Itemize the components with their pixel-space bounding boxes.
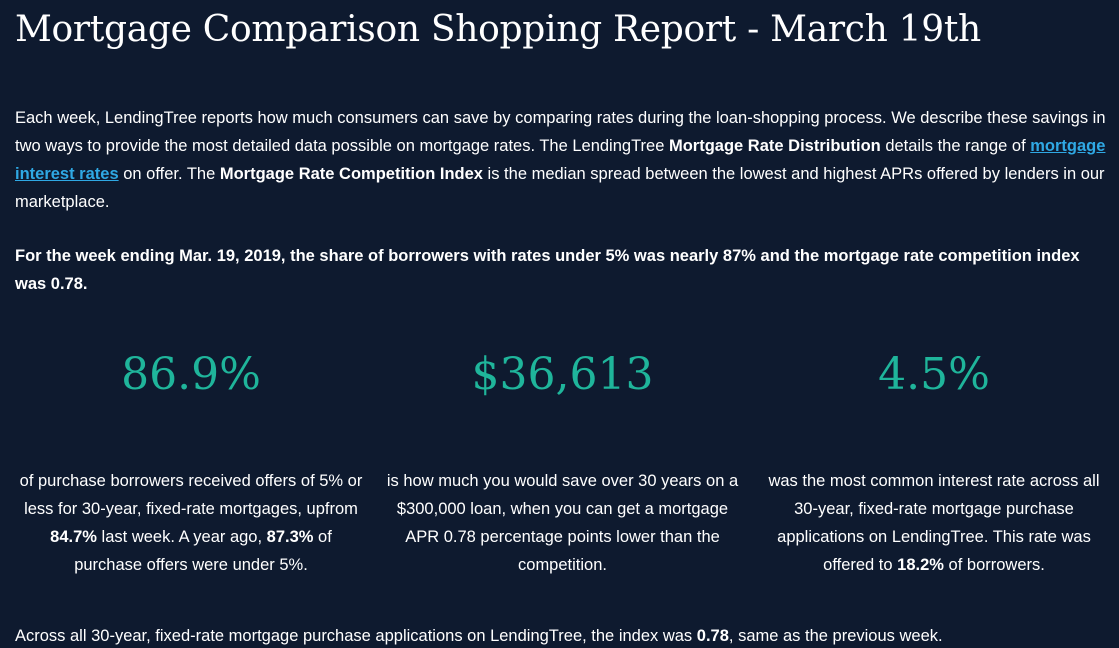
stat-desc-bold: 84.7%	[50, 528, 97, 546]
stat-desc-text: of purchase offers were under 5%.	[74, 528, 332, 574]
mortgage-interest-rates-link[interactable]: mortgage interest rates	[15, 137, 1106, 183]
stat-desc-text: last week. A year ago,	[96, 528, 267, 546]
index-value: 0.78	[696, 627, 729, 645]
stat-share-under-5: 86.9% of purchase borrowers received off…	[15, 345, 367, 579]
stat-value: 4.5%	[878, 349, 990, 400]
intro-text-2: details the range of	[880, 137, 1031, 155]
intro-bold-index: Mortgage Rate Competition Index	[219, 165, 483, 183]
stat-desc-bold: 18.2%	[897, 556, 944, 574]
stats-row: 86.9% of purchase borrowers received off…	[15, 345, 1110, 579]
stat-desc-text: of purchase borrowers received offers of…	[19, 472, 363, 518]
intro-bold-distribution: Mortgage Rate Distribution	[668, 137, 881, 155]
stat-value: $36,613	[471, 349, 654, 400]
stat-description: of purchase borrowers received offers of…	[15, 467, 367, 579]
index-summary: Across all 30-year, fixed-rate mortgage …	[15, 622, 1110, 648]
stat-value: 86.9%	[121, 349, 261, 400]
stat-desc-bold: 87.3%	[266, 528, 314, 546]
stat-desc-text: was the most common interest rate across…	[768, 472, 1100, 574]
stat-common-rate: 4.5% was the most common interest rate a…	[758, 345, 1110, 579]
index-summary-text: , same as the previous week.	[728, 627, 943, 645]
stat-desc-text: of borrowers.	[943, 556, 1045, 574]
intro-paragraph: Each week, LendingTree reports how much …	[15, 104, 1110, 216]
intro-text-4: is the median spread between the lowest …	[15, 165, 1105, 211]
intro-text-1: Each week, LendingTree reports how much …	[15, 109, 1106, 155]
intro-text-3: on offer. The	[118, 165, 220, 183]
page-title: Mortgage Comparison Shopping Report - Ma…	[15, 9, 981, 50]
stat-savings: $36,613 is how much you would save over …	[387, 345, 739, 579]
stat-description: is how much you would save over 30 years…	[386, 472, 739, 574]
stat-description: was the most common interest rate across…	[758, 467, 1110, 579]
headline-summary: For the week ending Mar. 19, 2019, the s…	[15, 247, 1080, 293]
index-summary-text: Across all 30-year, fixed-rate mortgage …	[15, 627, 697, 645]
